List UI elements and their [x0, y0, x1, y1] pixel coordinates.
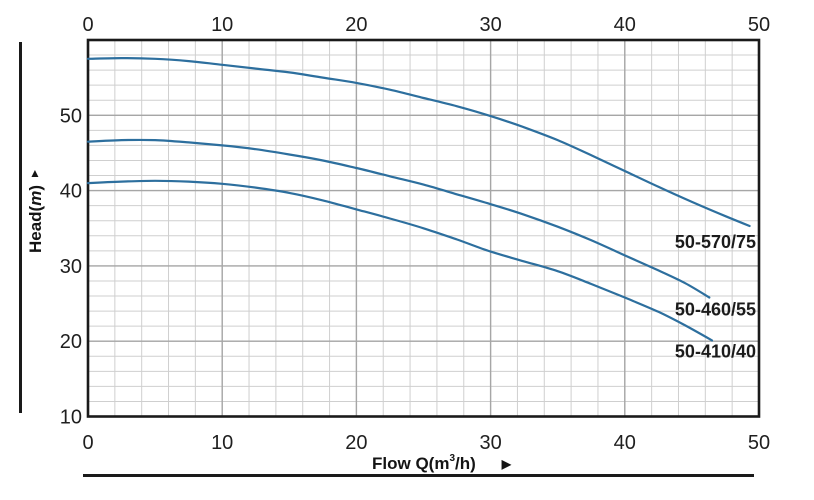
y-tick-label-50: 50 [60, 105, 82, 127]
x-axis-title-superscript: 3 [449, 453, 456, 465]
pump-curve-50-460/55 [86, 138, 711, 299]
x-tick-label-top-30: 30 [479, 14, 501, 36]
x-tick-label-top-40: 40 [614, 14, 636, 36]
x-tick-label-bottom-10: 10 [211, 432, 233, 454]
curve-label-2: 50-410/40 [675, 342, 756, 362]
y-tick-label-20: 20 [60, 331, 82, 353]
up-arrow-icon: ▲ [29, 166, 41, 180]
x-tick-label-top-50: 50 [748, 14, 770, 36]
y-axis-title-unit: m [26, 190, 45, 206]
y-tick-label-10: 10 [60, 407, 82, 429]
x-tick-label-bottom-20: 20 [345, 432, 367, 454]
y-axis-title: Head(m) [26, 185, 46, 253]
x-axis-title: Flow Q(m3/h) ▶ [372, 453, 512, 474]
bottom-decorative-rule [83, 474, 754, 477]
x-tick-label-top-10: 10 [211, 14, 233, 36]
y-tick-label-30: 30 [60, 256, 82, 278]
x-tick-label-bottom-50: 50 [748, 432, 770, 454]
x-tick-label-bottom-40: 40 [614, 432, 636, 454]
pump-curve-50-570/75 [86, 56, 751, 228]
plot-border [86, 38, 761, 418]
x-tick-label-top-0: 0 [82, 14, 93, 36]
pump-curve-50-410/40 [86, 179, 714, 342]
left-decorative-rule [19, 42, 22, 413]
y-tick-label-40: 40 [60, 181, 82, 203]
y-axis-title-text: Head( [26, 205, 45, 254]
x-tick-label-bottom-0: 0 [82, 432, 93, 454]
curve-label-1: 50-460/55 [675, 300, 756, 320]
x-tick-label-bottom-30: 30 [479, 432, 501, 454]
y-axis-title-close: ) [26, 184, 45, 191]
curve-label-0: 50-570/75 [675, 232, 756, 252]
right-arrow-icon: ▶ [501, 457, 512, 471]
x-axis-title-text: Flow Q(m3/h) [372, 453, 476, 473]
x-tick-label-top-20: 20 [345, 14, 367, 36]
